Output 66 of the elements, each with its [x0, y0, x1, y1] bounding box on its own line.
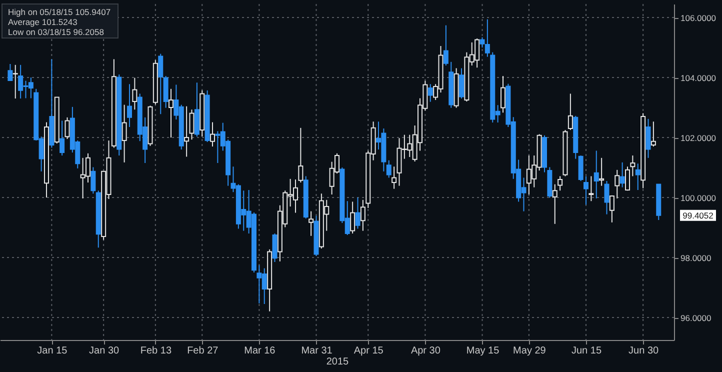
candlestick: [90, 166, 96, 194]
x-axis-title: 2015: [326, 356, 350, 368]
candlestick: [350, 201, 356, 234]
candlestick: [132, 77, 138, 110]
candlestick: [578, 155, 584, 182]
y-tick-label: 98.0000: [680, 253, 712, 263]
candlestick: [308, 210, 314, 236]
candlestick: [122, 104, 127, 163]
candlestick: [630, 155, 636, 177]
candlestick: [558, 176, 563, 192]
candlestick: [64, 116, 70, 140]
candlestick: [500, 76, 506, 114]
x-tick-label: Feb 13: [140, 346, 172, 356]
y-tick-label: 96.0000: [680, 313, 712, 323]
candlestick: [189, 109, 194, 140]
candlestick: [568, 93, 573, 130]
x-tick-label: May 15: [466, 346, 500, 356]
candlestick: [8, 64, 13, 81]
x-tick-label: Apr 30: [410, 346, 441, 356]
candlestick: [584, 176, 588, 206]
candlestick: [614, 169, 620, 199]
text: 99.4052: [682, 210, 714, 220]
candlestick: [588, 176, 594, 202]
candlestick: [443, 24, 448, 66]
x-tick-label: Apr 15: [354, 346, 384, 356]
candlestick: [459, 68, 464, 99]
candlestick: [158, 53, 164, 115]
candlestick: [392, 166, 397, 190]
y-tick-label: 100.0000: [680, 193, 716, 203]
candlestick: [646, 118, 651, 158]
x-tick-label: Feb 27: [187, 346, 219, 356]
candlestick: [635, 163, 640, 190]
candlestick: [609, 194, 614, 223]
annotation: Average 101.5243: [8, 17, 78, 27]
candlestick: [604, 180, 610, 215]
candlestick: [650, 121, 656, 147]
x-tick-label: Jun 15: [571, 346, 602, 356]
x-tick-label: Mar 31: [301, 346, 333, 356]
candlestick: [298, 127, 304, 183]
candlestick: [625, 166, 630, 192]
y-tick-label: 102.0000: [680, 133, 716, 143]
annotation: Low on 03/18/15 96.2058: [8, 27, 104, 37]
candlestick: [60, 120, 65, 156]
candlestick: [386, 160, 392, 178]
y-tick-label: 104.0000: [680, 73, 716, 83]
candlestick: [599, 157, 604, 186]
x-tick-label: Jan 30: [89, 346, 120, 356]
annotation: High on 05/18/15 105.9407: [8, 7, 111, 17]
candlestick: [12, 64, 18, 99]
candlestick: [184, 106, 190, 158]
candlestick: [168, 88, 174, 138]
candlestick: [360, 199, 366, 232]
x-tick-label: Jan 15: [37, 346, 68, 356]
candlestick: [428, 84, 433, 102]
x-tick-label: Jun 30: [628, 346, 660, 356]
candlestick: [552, 184, 558, 224]
x-tick-label: Mar 16: [244, 346, 276, 356]
candlestick: [210, 122, 215, 147]
candlestick: [355, 197, 360, 230]
candlestick: [163, 76, 168, 108]
x-tick-label: May 29: [513, 346, 546, 356]
candlestick: [620, 162, 625, 188]
y-tick-label: 106.0000: [680, 13, 716, 23]
candlestick: [127, 84, 132, 128]
candlestick: [272, 233, 278, 262]
candlestick: [594, 150, 599, 199]
